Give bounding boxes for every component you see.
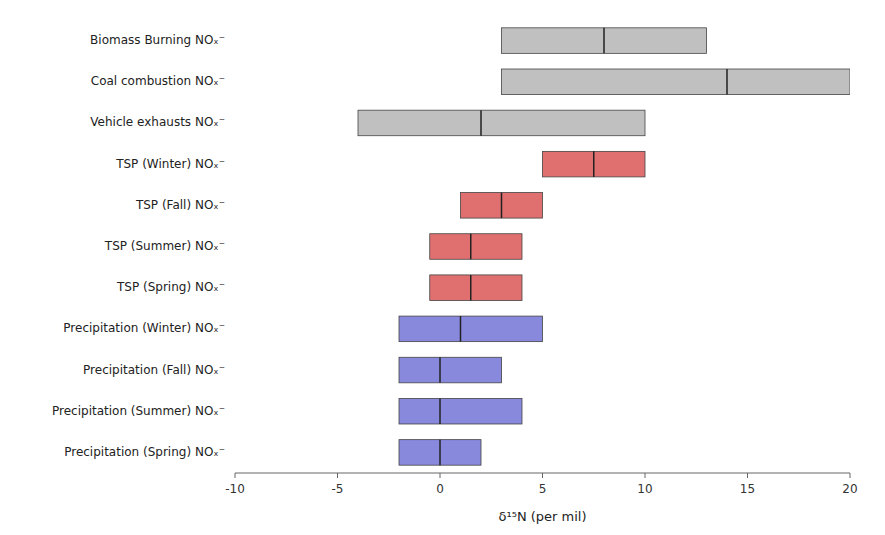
x-tick [850, 473, 851, 478]
midline [439, 398, 441, 424]
range-bar [430, 234, 522, 260]
bars [358, 28, 850, 465]
x-tick [542, 473, 543, 478]
midline [439, 357, 441, 383]
range-bar [399, 398, 522, 424]
range-bar [502, 28, 707, 54]
chart: -10 -5 0 5 10 15 20 δ¹⁵N (per mil) Biomass Burni… [0, 0, 885, 535]
midline [470, 234, 472, 260]
midline [593, 151, 595, 177]
x-tick-label: 20 [842, 482, 857, 496]
x-tick [235, 473, 236, 478]
category-label: Biomass Burning NOₓ⁻ [90, 33, 225, 47]
range-bar [430, 275, 522, 301]
x-axis [235, 473, 850, 474]
category-label: TSP (Summer) NOₓ⁻ [104, 239, 225, 253]
x-tick [747, 473, 748, 478]
category-label: Precipitation (Winter) NOₓ⁻ [63, 321, 225, 335]
midline [470, 275, 472, 301]
x-tick-label: -10 [225, 482, 245, 496]
range-bar [399, 440, 481, 466]
x-tick [645, 473, 646, 478]
range-bar [358, 110, 645, 136]
range-bar [543, 151, 646, 177]
range-bar [461, 193, 543, 219]
category-label: Coal combustion NOₓ⁻ [91, 74, 225, 88]
category-label: TSP (Fall) NOₓ⁻ [135, 198, 225, 212]
x-tick [337, 473, 338, 478]
x-tick-label: 10 [637, 482, 652, 496]
range-bar [502, 69, 851, 95]
x-tick [440, 473, 441, 478]
category-label: TSP (Spring) NOₓ⁻ [116, 280, 225, 294]
range-bar [399, 357, 502, 383]
midline [480, 110, 482, 136]
category-label: TSP (Winter) NOₓ⁻ [115, 157, 225, 171]
range-bar [399, 316, 543, 342]
category-label: Vehicle exhausts NOₓ⁻ [90, 115, 225, 129]
midline [439, 440, 441, 466]
x-tick-label: 15 [740, 482, 755, 496]
category-label: Precipitation (Summer) NOₓ⁻ [52, 404, 225, 418]
category-label: Precipitation (Fall) NOₓ⁻ [83, 363, 225, 377]
x-axis-label: δ¹⁵N (per mil) [499, 509, 587, 524]
midline [501, 193, 503, 219]
x-tick-label: 0 [436, 482, 444, 496]
x-tick-label: -5 [332, 482, 344, 496]
midline [726, 69, 728, 95]
midline [603, 28, 605, 54]
x-tick-label: 5 [539, 482, 547, 496]
category-label: Precipitation (Spring) NOₓ⁻ [64, 445, 225, 459]
midline [460, 316, 462, 342]
